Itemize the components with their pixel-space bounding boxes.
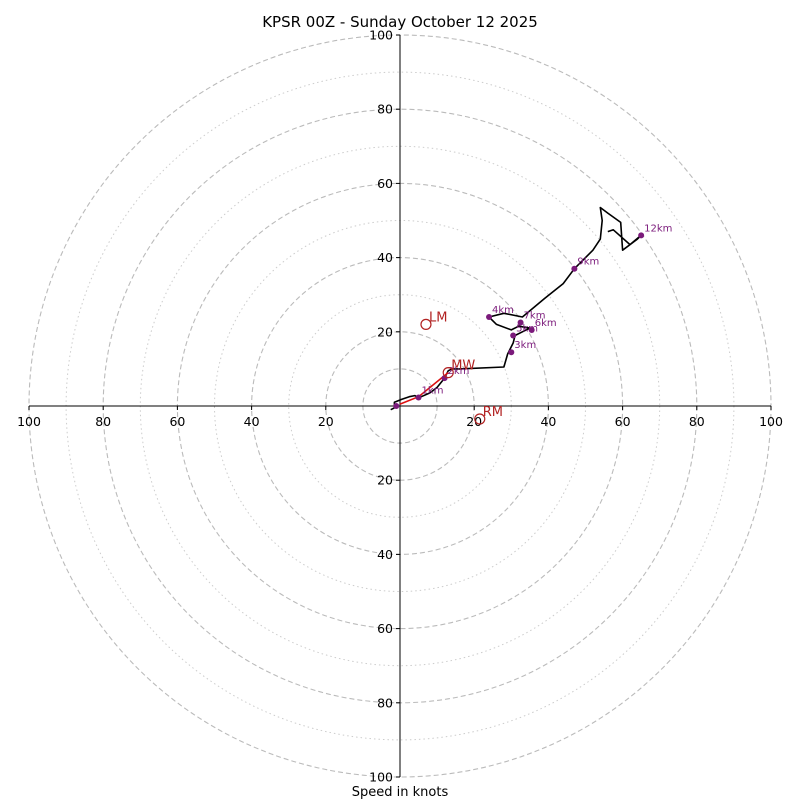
tick-label-bottom-40: 40	[377, 547, 393, 562]
height-label-4km: 4km	[492, 305, 514, 316]
tick-label-left-40: 40	[244, 414, 260, 429]
tick-label-top-20: 20	[377, 324, 393, 339]
axes	[29, 35, 771, 777]
tick-label-top-40: 40	[377, 250, 393, 265]
height-point-5	[510, 332, 517, 339]
tick-label-left-80: 80	[95, 414, 111, 429]
x-axis-label: Speed in knots	[352, 785, 449, 800]
tick-label-top-100: 100	[369, 28, 393, 43]
storm-motion-label-lm: LM	[429, 310, 447, 325]
height-label-5km: 5km	[516, 324, 538, 335]
tick-label-top-60: 60	[377, 176, 393, 191]
tick-label-bottom-60: 60	[377, 621, 393, 636]
tick-label-right-40: 40	[540, 414, 556, 429]
height-label-9km: 9km	[577, 257, 599, 268]
height-point-3	[508, 349, 515, 356]
tick-labels: 100 80 60 40 20 20 40 60 80 100 100 80 60 40 20 20 40 60 8…	[17, 28, 783, 785]
storm-motion-marker-mw	[442, 367, 454, 379]
height-point-4	[486, 313, 493, 320]
height-label-1km: 1km	[422, 385, 444, 396]
tick-label-left-60: 60	[169, 414, 185, 429]
height-point-6	[528, 326, 535, 333]
height-point-0	[393, 403, 400, 409]
tick-label-right-60: 60	[615, 414, 631, 429]
storm-motion-label-rm: RM	[483, 405, 503, 420]
chart-title: KPSR 00Z - Sunday October 12 2025	[262, 13, 538, 31]
tick-label-right-80: 80	[689, 414, 705, 429]
height-label-3km: 3km	[514, 340, 536, 351]
storm-motion-marker-lm	[420, 318, 432, 330]
height-point-7	[517, 319, 524, 326]
height-point-9	[638, 232, 645, 239]
tick-label-bottom-80: 80	[377, 695, 393, 710]
height-point-1	[415, 394, 422, 401]
tick-label-left-100: 100	[17, 414, 41, 429]
tick-label-bottom-20: 20	[377, 473, 393, 488]
tick-label-bottom-100: 100	[369, 770, 393, 785]
height-label-7km: 7km	[524, 311, 546, 322]
tick-label-right-100: 100	[759, 414, 783, 429]
tick-label-left-20: 20	[318, 414, 334, 429]
height-label-6km: 6km	[535, 318, 557, 329]
height-label-2km: 2km	[448, 366, 470, 377]
height-point-8	[571, 265, 578, 272]
storm-motion-label-mw: MW	[451, 359, 475, 374]
tick-label-right-20: 20	[466, 414, 482, 429]
wind-profile-line	[390, 206, 642, 411]
tick-label-top-80: 80	[377, 102, 393, 117]
height-label-12km: 12km	[644, 223, 672, 234]
storm-motion-marker-rm	[474, 413, 486, 425]
